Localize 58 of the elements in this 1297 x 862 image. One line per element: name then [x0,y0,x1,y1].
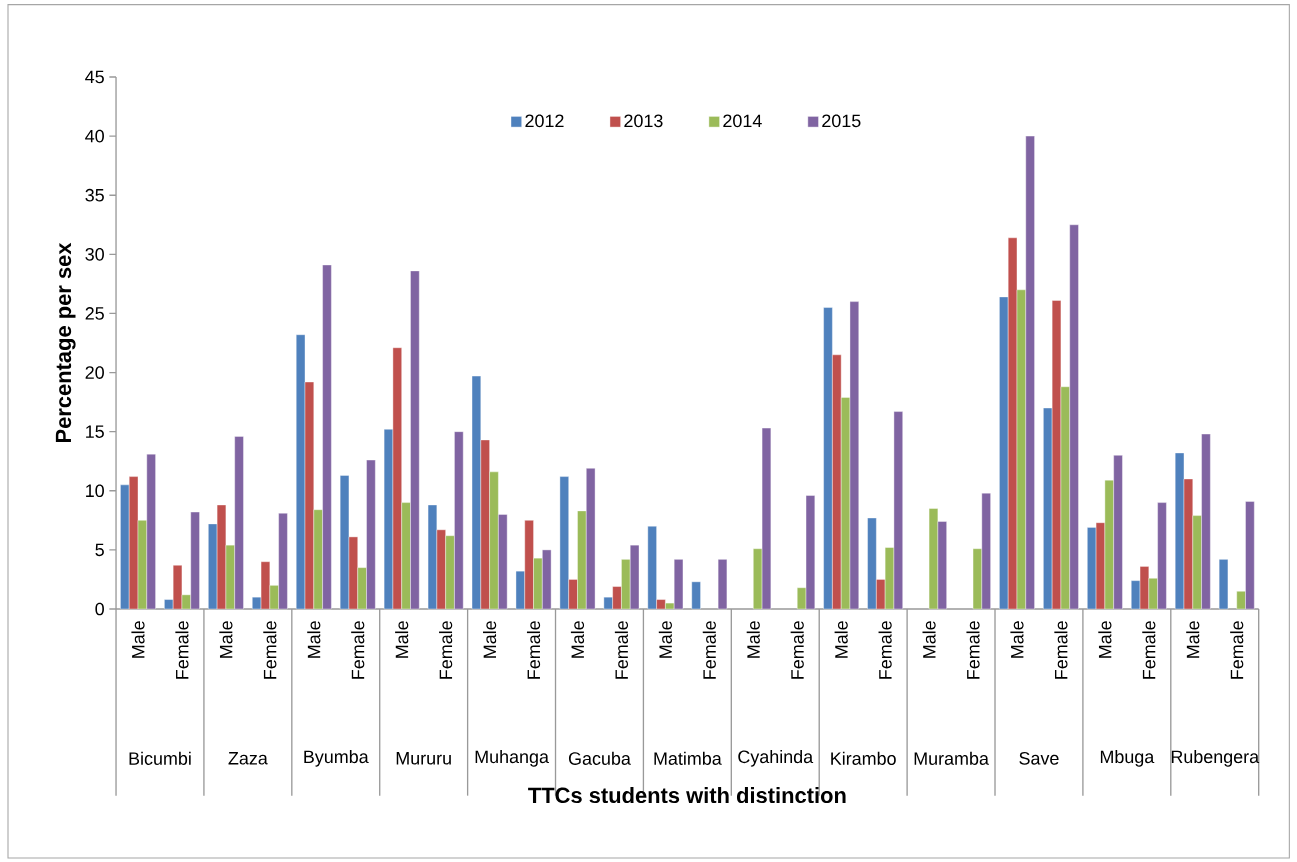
text: Kirambo [831,751,896,765]
y-tick-label: 15 [86,425,104,438]
legend-label: 2013 [624,114,663,128]
x-tick-label: Male [219,621,233,658]
legend-label: 2012 [525,114,564,128]
x-tick-label: Male [131,621,145,658]
x-tick-label: Male [1098,621,1112,658]
y-tick-label: 25 [85,307,104,320]
x-tick-label: Male [746,621,760,658]
text: Mururu [396,752,451,765]
text: Gacuba [568,751,631,765]
y-tick-label: 40 [85,129,104,143]
x-tick-label: Male [658,621,672,658]
legend-label: 2014 [723,114,762,128]
x-tick-label: Female [1142,621,1156,679]
y-axis-title: Percentage per sex [55,242,76,443]
x-tick-label: Male [307,621,321,658]
y-tick-label: 10 [86,484,104,498]
x-tick-label: Female [175,621,189,679]
x-tick-label: Female [966,621,980,679]
bar [717,559,728,610]
bar [1218,559,1229,610]
x-tick-label: Male [1186,621,1200,658]
x-tick-label: Male [922,621,936,658]
y-tick-label: 0 [95,602,104,616]
x-tick-label: Female [790,621,804,679]
x-tick-label: Female [614,621,629,679]
y-tick-label: 20 [85,366,104,379]
text: Byumba [304,749,369,767]
y-tick-label: 45 [85,70,104,84]
text: Mbuga [1100,749,1155,767]
text: Rubengera [1171,749,1260,767]
x-tick-label: Female [702,621,716,679]
y-tick-label: 35 [85,188,104,202]
x-tick-label: Male [395,621,409,658]
text: Muramba [914,751,989,765]
y-tick-label: 30 [85,247,104,261]
x-axis-title: TTCs students with distinction [528,787,846,804]
text: Muhanga [475,749,549,767]
text: Save [1019,751,1059,765]
text: Zaza [228,752,268,765]
x-tick-label: Male [834,621,848,658]
bar [691,581,701,610]
x-tick-label: Female [263,621,277,679]
x-tick-label: Female [439,621,453,679]
x-tick-label: Male [570,621,585,658]
text: Cyahinda [738,749,814,767]
x-tick-label: Female [878,621,892,679]
legend-label: 2015 [822,114,861,128]
x-tick-label: Male [483,621,497,658]
x-tick-label: Female [526,621,541,679]
x-tick-label: Female [1054,621,1068,679]
y-tick-label: 5 [95,543,104,557]
text: Bicumbi [129,751,191,765]
x-tick-label: Female [351,621,365,679]
text: Matimba [654,751,722,765]
x-tick-label: Male [1010,621,1024,658]
x-tick-label: Female [1230,621,1244,679]
